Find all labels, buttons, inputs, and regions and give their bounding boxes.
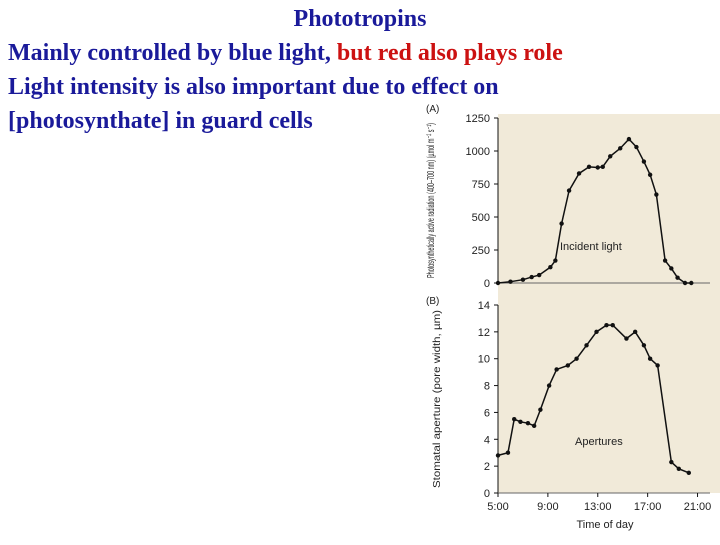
bullet-line-1-red: but red also plays role bbox=[336, 40, 563, 66]
data-point bbox=[689, 280, 694, 286]
x-tick-label: 9:00 bbox=[537, 501, 558, 513]
annotation-b: Apertures bbox=[575, 436, 623, 448]
y-axis-label-b: Stomatal aperture (pore width, µm) bbox=[432, 310, 443, 488]
y-tick-label: 12 bbox=[478, 327, 490, 339]
data-point bbox=[641, 159, 647, 164]
data-point bbox=[518, 419, 523, 425]
annotation-a: Incident light bbox=[560, 241, 622, 253]
bullet-line-1-blue: Mainly controlled by blue light, bbox=[8, 40, 331, 66]
data-point bbox=[608, 154, 613, 159]
data-point bbox=[525, 420, 531, 426]
data-point bbox=[505, 450, 511, 455]
y-tick-label: 1250 bbox=[466, 113, 490, 125]
data-point bbox=[495, 280, 501, 286]
data-point bbox=[554, 367, 559, 372]
data-point bbox=[495, 453, 501, 458]
data-point bbox=[686, 470, 691, 476]
slide-title: Phototropins bbox=[293, 6, 427, 32]
data-point bbox=[626, 136, 632, 142]
data-point bbox=[610, 322, 615, 328]
data-point bbox=[553, 258, 558, 263]
figure-svg: (A) 0 250 500 750 1000 1250 Photosynthetically … bbox=[426, 104, 720, 531]
data-point bbox=[548, 264, 553, 270]
data-point bbox=[538, 407, 543, 412]
x-tick-label: 17:00 bbox=[634, 501, 662, 513]
y-tick-label: 10 bbox=[478, 354, 490, 366]
y-tick-label: 750 bbox=[472, 179, 490, 191]
y-tick-label: 4 bbox=[484, 434, 490, 446]
data-point bbox=[566, 188, 572, 193]
data-point bbox=[641, 343, 647, 348]
data-point bbox=[675, 275, 680, 280]
bullet-line-2: Light intensity is also important due to… bbox=[8, 74, 499, 100]
x-tick-label: 21:00 bbox=[684, 501, 712, 513]
data-point bbox=[576, 171, 582, 176]
data-point bbox=[624, 336, 629, 341]
data-point bbox=[647, 172, 653, 177]
y-tick-label: 500 bbox=[472, 212, 490, 224]
data-point bbox=[682, 280, 688, 286]
y-axis-label-a: Photosynthetically active radiation (400… bbox=[426, 123, 437, 278]
data-point bbox=[600, 164, 605, 170]
data-point bbox=[586, 164, 592, 170]
panel-label-b: (B) bbox=[426, 296, 439, 307]
data-point bbox=[655, 363, 660, 368]
data-point bbox=[632, 329, 638, 335]
data-point bbox=[634, 144, 639, 150]
y-tick-label: 250 bbox=[472, 245, 490, 257]
data-point bbox=[647, 356, 653, 361]
data-point bbox=[531, 423, 537, 429]
y-tick-label: 8 bbox=[484, 381, 490, 393]
y-tick-label: 0 bbox=[484, 278, 490, 290]
panel-label-a: (A) bbox=[426, 104, 439, 115]
stomatal-figure: (A) 0 250 500 750 1000 1250 Photosynthetically … bbox=[410, 100, 720, 540]
x-tick-label: 5:00 bbox=[487, 501, 508, 513]
y-tick-label: 1000 bbox=[466, 146, 490, 158]
data-point bbox=[536, 272, 542, 278]
y-tick-label: 2 bbox=[484, 461, 490, 473]
data-point bbox=[618, 146, 623, 151]
data-point bbox=[604, 322, 609, 328]
data-point bbox=[676, 466, 682, 472]
data-point bbox=[654, 192, 659, 197]
data-point bbox=[595, 165, 600, 170]
chart-panel-b: (B) 0 2 4 6 8 10 12 14 Stomatal aperture (pore wi… bbox=[426, 296, 711, 531]
data-point bbox=[584, 343, 589, 348]
y-tick-label: 14 bbox=[478, 300, 490, 312]
data-point bbox=[669, 459, 674, 465]
data-point bbox=[559, 221, 564, 226]
data-point bbox=[574, 356, 579, 361]
y-tick-label: 0 bbox=[484, 488, 490, 500]
bullet-line-3: [photosynthate] in guard cells bbox=[8, 108, 313, 134]
data-point bbox=[529, 274, 534, 280]
x-axis-label: Time of day bbox=[576, 519, 634, 531]
data-point bbox=[546, 383, 552, 388]
chart-panel-a: (A) 0 250 500 750 1000 1250 Photosynthetically … bbox=[426, 104, 710, 290]
data-point bbox=[565, 363, 571, 368]
x-tick-label: 13:00 bbox=[584, 501, 612, 513]
data-point bbox=[594, 329, 599, 335]
data-point bbox=[512, 416, 517, 422]
y-tick-label: 6 bbox=[484, 407, 490, 419]
bullet-line-1: Mainly controlled by blue light, but red… bbox=[8, 39, 563, 68]
data-point bbox=[662, 258, 668, 263]
data-point bbox=[508, 279, 513, 284]
figure-background bbox=[498, 114, 720, 493]
data-point bbox=[669, 266, 674, 271]
data-point bbox=[520, 277, 526, 282]
